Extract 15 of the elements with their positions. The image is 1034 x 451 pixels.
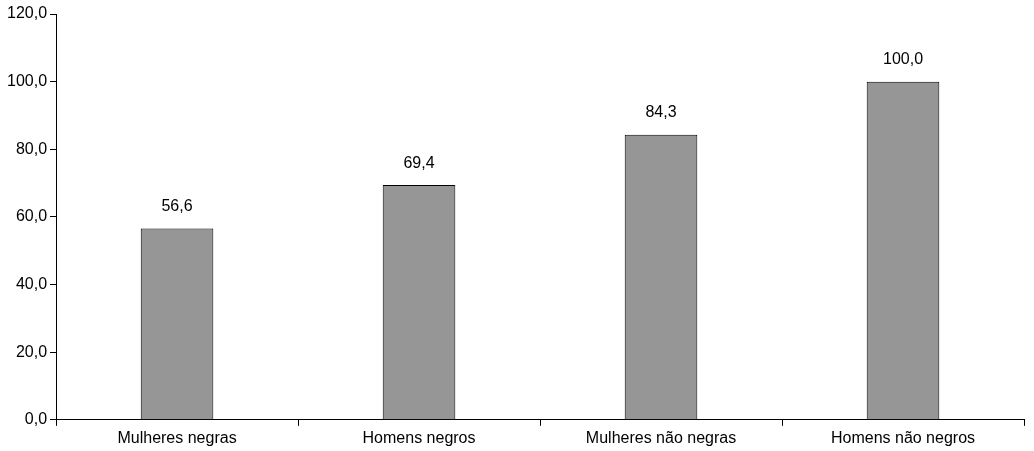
data-label: 69,4 xyxy=(403,153,435,171)
y-tick-label: 0,0 xyxy=(24,410,48,428)
y-tick-label: 120,0 xyxy=(6,4,48,22)
y-tick-label: 60,0 xyxy=(15,207,48,225)
x-tick-label: Mulheres negras xyxy=(117,428,237,446)
data-label: 84,3 xyxy=(645,103,677,121)
x-tick-label: Mulheres não negras xyxy=(585,428,737,446)
y-tick-label: 100,0 xyxy=(6,72,48,90)
data-label: 100,0 xyxy=(882,50,924,68)
y-tick-label: 20,0 xyxy=(15,342,48,360)
y-tick-label: 40,0 xyxy=(15,274,48,292)
y-tick-label: 80,0 xyxy=(15,139,48,157)
x-tick-label: Homens não negros xyxy=(830,428,976,446)
data-label: 56,6 xyxy=(161,196,193,214)
x-tick-label: Homens negros xyxy=(362,428,476,446)
